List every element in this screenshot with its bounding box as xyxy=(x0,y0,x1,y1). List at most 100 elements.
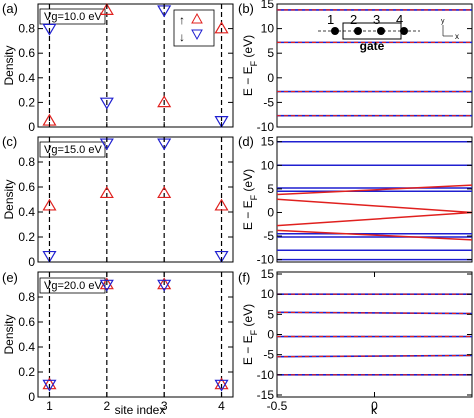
legend-up-marker xyxy=(191,12,203,24)
y-tick-label: 0.8 xyxy=(18,290,35,304)
band-spin-up xyxy=(277,311,472,315)
data-marks xyxy=(42,272,229,397)
site-4 xyxy=(400,27,408,35)
spin-up-marker xyxy=(157,95,172,108)
y-tick-label: 5 xyxy=(267,307,274,321)
annotation-text: Vg=10.0 eV xyxy=(44,11,102,23)
y-tick-label: 0.4 xyxy=(18,340,35,354)
panel-b: (b) 1 2 3 4 gate y x -10 -5 0 5 10 15 E − EF (… xyxy=(238,0,473,134)
annotation-text: Vg=20.0 eV xyxy=(44,280,102,292)
site-2 xyxy=(354,27,362,35)
panel-label: (c) xyxy=(2,134,17,149)
spin-up-marker xyxy=(214,377,229,390)
data-marks xyxy=(277,140,472,261)
y-tick-label: 0.2 xyxy=(18,230,35,244)
x-tick-label: -0.5 xyxy=(267,399,288,413)
plot-frame xyxy=(37,136,234,263)
plot-frame xyxy=(37,3,234,128)
y-tick-label: 10 xyxy=(261,287,275,301)
y-tick-label: -10 xyxy=(257,253,275,267)
x-axis-label: k xyxy=(371,403,378,417)
data-marks xyxy=(277,293,472,376)
spin-up-marker xyxy=(157,277,172,290)
plot-frame xyxy=(276,271,473,398)
spin-up-marker xyxy=(99,186,114,199)
panel-f: (f) k -15 -10 -5 0 5 10 15 -0.5 0 E − EF (eV) xyxy=(238,267,473,417)
y-tick-label: 0 xyxy=(28,390,35,404)
y-axis-label: Density xyxy=(2,45,16,85)
plot-frame xyxy=(37,271,234,398)
spin-up-marker xyxy=(99,277,114,290)
site-3 xyxy=(377,27,385,35)
spin-down-marker xyxy=(214,250,229,263)
panel-label: (f) xyxy=(238,270,250,285)
y-tick-label: 0.8 xyxy=(18,155,35,169)
y-tick-label: -10 xyxy=(257,120,275,134)
y-axis-label: Density xyxy=(2,314,16,354)
y-tick-label: 0 xyxy=(267,328,274,342)
panel-e: (e) Vg=20.0 eV site index 0 0.2 0.4 0.6 0.8 1… xyxy=(2,270,234,417)
annotation-text: Vg=15.0 eV xyxy=(44,144,102,156)
x-tick-label: 4 xyxy=(218,399,225,413)
y-tick-label: -15 xyxy=(257,388,275,402)
legend-spin-down-label: ↓ xyxy=(179,30,185,44)
y-tick-label: 5 xyxy=(267,182,274,196)
spin-up-marker xyxy=(42,198,57,211)
y-tick-label: 5 xyxy=(267,46,274,60)
y-tick-label: -5 xyxy=(263,348,274,362)
site-4-label: 4 xyxy=(396,12,403,27)
y-tick-label: 10 xyxy=(261,158,275,172)
y-tick-label: 0.4 xyxy=(18,71,35,85)
y-axis-label: E − EF (eV) xyxy=(241,304,259,365)
y-axis-label: E − EF (eV) xyxy=(241,35,259,96)
site-2-label: 2 xyxy=(350,12,357,27)
spin-down-marker xyxy=(214,116,229,129)
spin-up-marker xyxy=(42,377,57,390)
spin-down-marker xyxy=(214,379,229,392)
data-marks xyxy=(42,2,229,129)
y-tick-label: 0.4 xyxy=(18,205,35,219)
y-tick-label: 0.6 xyxy=(18,46,35,60)
y-tick-label: 0 xyxy=(267,205,274,219)
legend-frame xyxy=(173,9,215,47)
axis-y-label: y xyxy=(441,18,445,25)
annotation-frame xyxy=(39,141,106,158)
legend-down-marker xyxy=(191,29,203,41)
axis-x-label: x xyxy=(455,32,459,41)
panel-label: (a) xyxy=(2,1,18,16)
annotation-frame xyxy=(39,277,106,294)
legend-spin-up-label: ↑ xyxy=(179,13,185,27)
site-3-label: 3 xyxy=(373,12,380,27)
spin-down-marker xyxy=(42,379,57,392)
panel-label: (e) xyxy=(2,270,18,285)
x-tick-label: 3 xyxy=(161,399,168,413)
spin-down-marker xyxy=(99,97,114,110)
x-tick-label: 1 xyxy=(46,399,53,413)
y-tick-label: 0.2 xyxy=(18,95,35,109)
y-tick-label: 15 xyxy=(261,135,275,149)
plot-frame xyxy=(276,3,473,128)
y-tick-label: -5 xyxy=(263,95,274,109)
x-axis-label: site index xyxy=(115,403,166,417)
site-1 xyxy=(331,27,339,35)
spin-up-marker xyxy=(214,198,229,211)
x-tick-label: 2 xyxy=(103,399,110,413)
device-inset: 1 2 3 4 gate y x xyxy=(318,12,459,53)
y-tick-label: 0 xyxy=(267,71,274,85)
panel-label: (d) xyxy=(238,134,254,149)
spin-up-marker xyxy=(157,186,172,199)
y-tick-label: 0.6 xyxy=(18,180,35,194)
x-tick-label: 0 xyxy=(371,399,378,413)
y-tick-label: 10 xyxy=(261,22,275,36)
y-tick-label: 0 xyxy=(28,255,35,269)
data-marks xyxy=(277,9,472,117)
band-spin-up xyxy=(277,211,472,227)
spin-down-marker xyxy=(157,279,172,292)
panel-d: (d) -10 -5 0 5 10 15 E − EF (eV) xyxy=(238,134,473,267)
annotation-box: Vg=15.0 eV xyxy=(39,141,106,158)
band-spin-up xyxy=(277,354,472,358)
spin-down-marker xyxy=(42,250,57,263)
